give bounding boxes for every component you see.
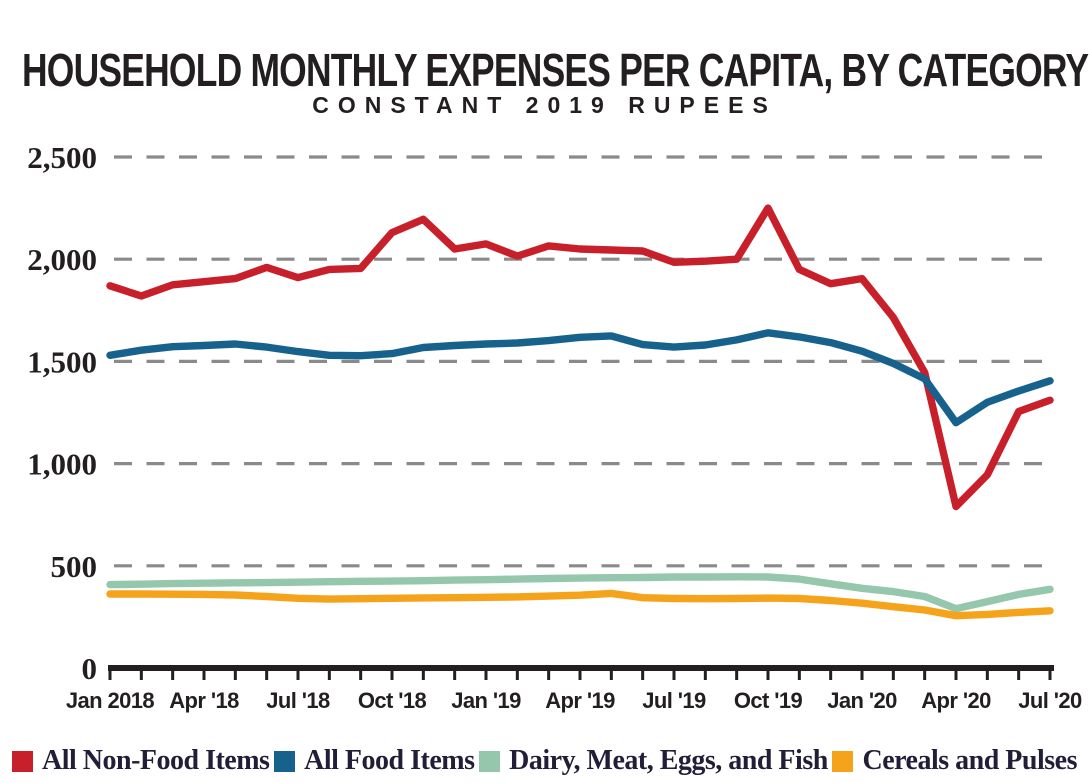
y-axis-label: 1,500 [27, 344, 97, 379]
y-axis-label: 1,000 [27, 447, 97, 482]
y-axis-label: 0 [82, 651, 98, 686]
series-line-all-non-food-items [106, 204, 1054, 511]
y-axis-label: 500 [51, 549, 98, 584]
series-line-all-food-items [106, 329, 1054, 427]
x-axis-label: Jan '19 [451, 688, 521, 713]
legend-label: All Non-Food Items [42, 745, 270, 776]
legend-item-dairy-meat-eggs-fish: Dairy, Meat, Eggs, and Fish [479, 745, 828, 777]
legend-swatch-blue [274, 750, 296, 772]
legend-swatch-red [12, 750, 33, 772]
legend-item-all-non-food-items: All Non-Food Items [12, 745, 270, 777]
x-axis-label: Oct '19 [734, 688, 803, 713]
legend-label: All Food Items [304, 745, 475, 776]
series-line-dairy-meat-eggs-and-fish [106, 573, 1054, 613]
chart-legend: All Non-Food Items All Food Items Dairy,… [0, 745, 1089, 777]
chart-subtitle: CONSTANT 2019 RUPEES [312, 92, 777, 118]
legend-label: Cereals and Pulses [862, 745, 1077, 776]
x-axis-label: Jul '20 [1018, 688, 1082, 713]
x-axis-label: Jan '20 [827, 688, 897, 713]
legend-item-cereals-and-pulses: Cereals and Pulses [832, 745, 1077, 777]
x-axis-label: Jul '18 [266, 688, 330, 713]
legend-label: Dairy, Meat, Eggs, and Fish [509, 745, 828, 776]
page-title: HOUSEHOLD MONTHLY EXPENSES PER CAPITA, B… [22, 43, 1089, 96]
x-axis-label: Jul '19 [642, 688, 706, 713]
legend-swatch-orange [832, 750, 854, 772]
x-axis-label: Apr '20 [921, 688, 991, 713]
x-axis-label: Jan 2018 [66, 688, 155, 713]
y-axis-label: 2,500 [27, 140, 97, 175]
legend-item-all-food-items: All Food Items [274, 745, 475, 777]
series-line-cereals-and-pulses [106, 589, 1054, 620]
legend-swatch-green [479, 750, 501, 772]
x-axis-label: Oct '18 [358, 688, 427, 713]
x-axis-label: Apr '18 [169, 688, 239, 713]
y-axis-label: 2,000 [27, 242, 97, 277]
x-axis-label: Apr '19 [545, 688, 615, 713]
